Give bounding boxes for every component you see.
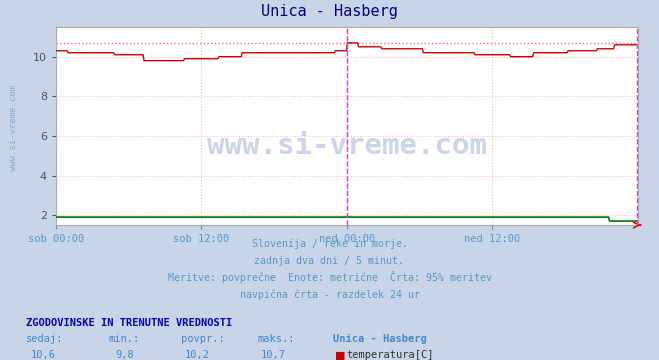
Text: navpična črta - razdelek 24 ur: navpična črta - razdelek 24 ur: [239, 290, 420, 301]
Text: povpr.:: povpr.:: [181, 334, 225, 344]
Text: ■: ■: [335, 350, 345, 360]
Text: www.si-vreme.com: www.si-vreme.com: [9, 85, 18, 171]
Text: ZGODOVINSKE IN TRENUTNE VREDNOSTI: ZGODOVINSKE IN TRENUTNE VREDNOSTI: [26, 318, 233, 328]
Text: 10,2: 10,2: [185, 350, 210, 360]
Text: min.:: min.:: [109, 334, 140, 344]
Text: Slovenija / reke in morje.: Slovenija / reke in morje.: [252, 239, 407, 249]
Text: www.si-vreme.com: www.si-vreme.com: [207, 132, 487, 160]
Text: maks.:: maks.:: [257, 334, 295, 344]
Text: zadnja dva dni / 5 minut.: zadnja dva dni / 5 minut.: [254, 256, 405, 266]
Text: 10,7: 10,7: [261, 350, 286, 360]
Text: 10,6: 10,6: [30, 350, 55, 360]
Text: Meritve: povprečne  Enote: metrične  Črta: 95% meritev: Meritve: povprečne Enote: metrične Črta:…: [167, 271, 492, 283]
Text: Unica - Hasberg: Unica - Hasberg: [261, 4, 398, 19]
Text: 9,8: 9,8: [116, 350, 134, 360]
Text: Unica - Hasberg: Unica - Hasberg: [333, 334, 426, 344]
Text: sedaj:: sedaj:: [26, 334, 64, 344]
Text: temperatura[C]: temperatura[C]: [346, 350, 434, 360]
